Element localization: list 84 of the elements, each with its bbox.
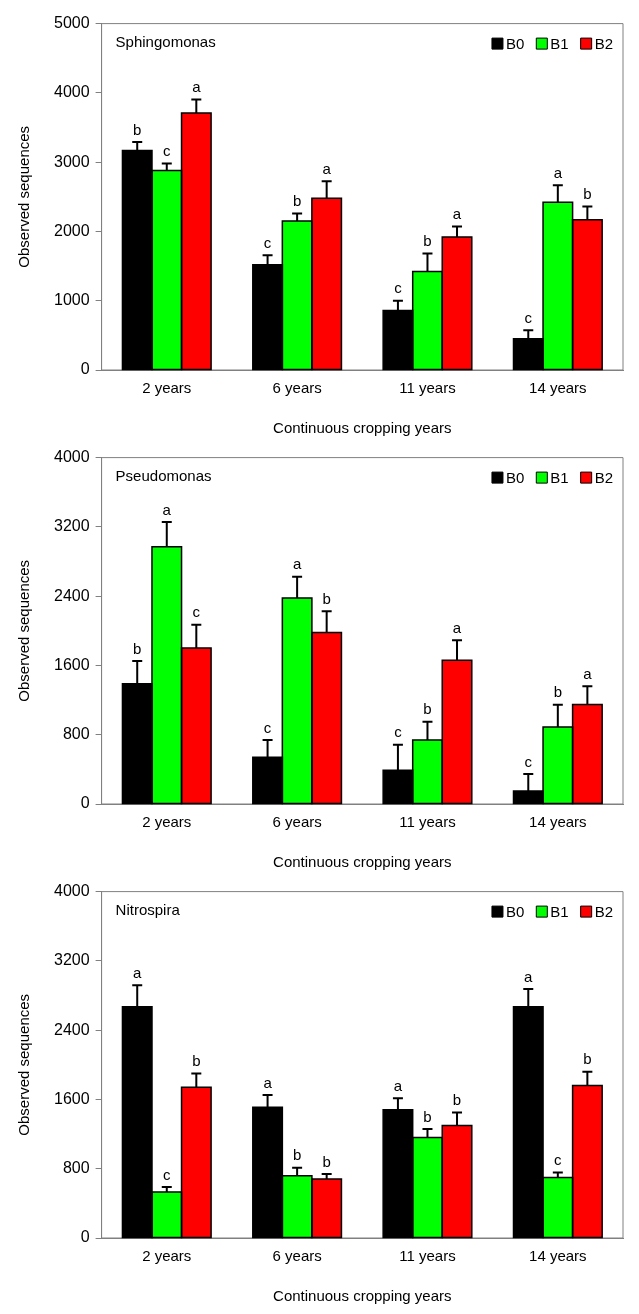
data-label: b <box>452 1091 462 1109</box>
x-tick-label: 11 years <box>399 1247 456 1265</box>
legend-label: B2 <box>594 34 614 52</box>
data-label: a <box>322 159 332 177</box>
x-tick-label: 2 years <box>142 813 192 831</box>
y-tick-label: 2000 <box>54 221 90 239</box>
data-label: c <box>554 1151 563 1169</box>
data-label: b <box>292 192 302 210</box>
y-axis-title: Observed sequences <box>15 559 33 702</box>
legend-label: B0 <box>505 902 525 920</box>
data-label: a <box>192 78 202 96</box>
legend-label: B0 <box>505 468 525 486</box>
data-label: a <box>524 967 534 985</box>
data-label: b <box>322 589 331 607</box>
data-label: c <box>263 233 272 251</box>
y-tick-label: 800 <box>62 725 90 743</box>
y-tick-label: 4000 <box>54 882 90 900</box>
data-label: c <box>394 279 403 297</box>
data-label: c <box>394 723 403 741</box>
y-tick-label: 1000 <box>54 291 90 309</box>
legend-label: B1 <box>550 34 569 52</box>
y-tick-label: 800 <box>62 1159 90 1177</box>
data-label: a <box>393 1076 403 1094</box>
x-tick-label: 6 years <box>272 379 322 397</box>
data-label: a <box>133 963 143 981</box>
text: Pseudomonas <box>115 467 212 485</box>
data-label: a <box>583 664 593 682</box>
data-label: b <box>583 1050 592 1068</box>
data-label: b <box>292 1146 302 1164</box>
data-label: c <box>163 1165 172 1183</box>
y-tick-label: 3200 <box>54 517 90 535</box>
data-label: b <box>553 683 562 701</box>
data-label: a <box>162 500 172 518</box>
text: Sphingomonas <box>115 33 216 51</box>
x-tick-label: 6 years <box>272 1247 322 1265</box>
data-label: c <box>524 308 533 326</box>
text: Nitrospira <box>115 901 181 919</box>
data-label: a <box>292 555 302 573</box>
data-label: b <box>133 639 142 657</box>
x-tick-label: 14 years <box>529 813 587 831</box>
y-axis-title: Observed sequences <box>15 993 33 1136</box>
data-label: b <box>192 1052 201 1070</box>
x-tick-label: 11 years <box>399 813 456 831</box>
x-tick-label: 11 years <box>399 379 456 397</box>
data-label: c <box>192 603 201 621</box>
legend-label: B2 <box>594 902 614 920</box>
x-tick-label: 2 years <box>142 379 192 397</box>
data-label: b <box>423 232 432 250</box>
data-label: b <box>423 1107 432 1125</box>
y-axis-title: Observed sequences <box>15 125 33 268</box>
y-tick-label: 3200 <box>54 951 90 969</box>
data-label: a <box>452 205 462 223</box>
y-tick-label: 2400 <box>54 586 90 604</box>
y-tick-label: 1600 <box>54 1089 90 1107</box>
data-label: a <box>553 164 563 182</box>
y-tick-label: 0 <box>80 1228 90 1246</box>
data-label: b <box>322 1152 331 1170</box>
data-label: b <box>583 185 592 203</box>
y-tick-label: 4000 <box>54 83 90 101</box>
y-tick-label: 0 <box>80 794 90 812</box>
x-axis-title: Continuous cropping years <box>273 419 452 437</box>
legend-label: B1 <box>550 902 569 920</box>
data-label: a <box>263 1073 273 1091</box>
y-tick-label: 4000 <box>54 448 90 466</box>
data-label: b <box>423 700 432 718</box>
y-tick-label: 0 <box>80 360 90 378</box>
data-label: c <box>163 142 172 160</box>
y-tick-label: 3000 <box>54 152 90 170</box>
legend-label: B2 <box>594 468 614 486</box>
y-tick-label: 5000 <box>54 14 90 32</box>
y-tick-label: 2400 <box>54 1020 90 1038</box>
data-label: c <box>263 718 272 736</box>
data-label: c <box>524 752 533 770</box>
x-tick-label: 14 years <box>529 379 587 397</box>
x-tick-label: 6 years <box>272 813 322 831</box>
x-tick-label: 14 years <box>529 1247 587 1265</box>
data-label: b <box>133 120 142 138</box>
legend-label: B1 <box>550 468 569 486</box>
x-tick-label: 2 years <box>142 1247 192 1265</box>
legend-label: B0 <box>505 34 525 52</box>
data-label: a <box>452 618 462 636</box>
y-tick-label: 1600 <box>54 655 90 673</box>
x-axis-title: Continuous cropping years <box>273 1287 452 1305</box>
x-axis-title: Continuous cropping years <box>273 853 452 871</box>
